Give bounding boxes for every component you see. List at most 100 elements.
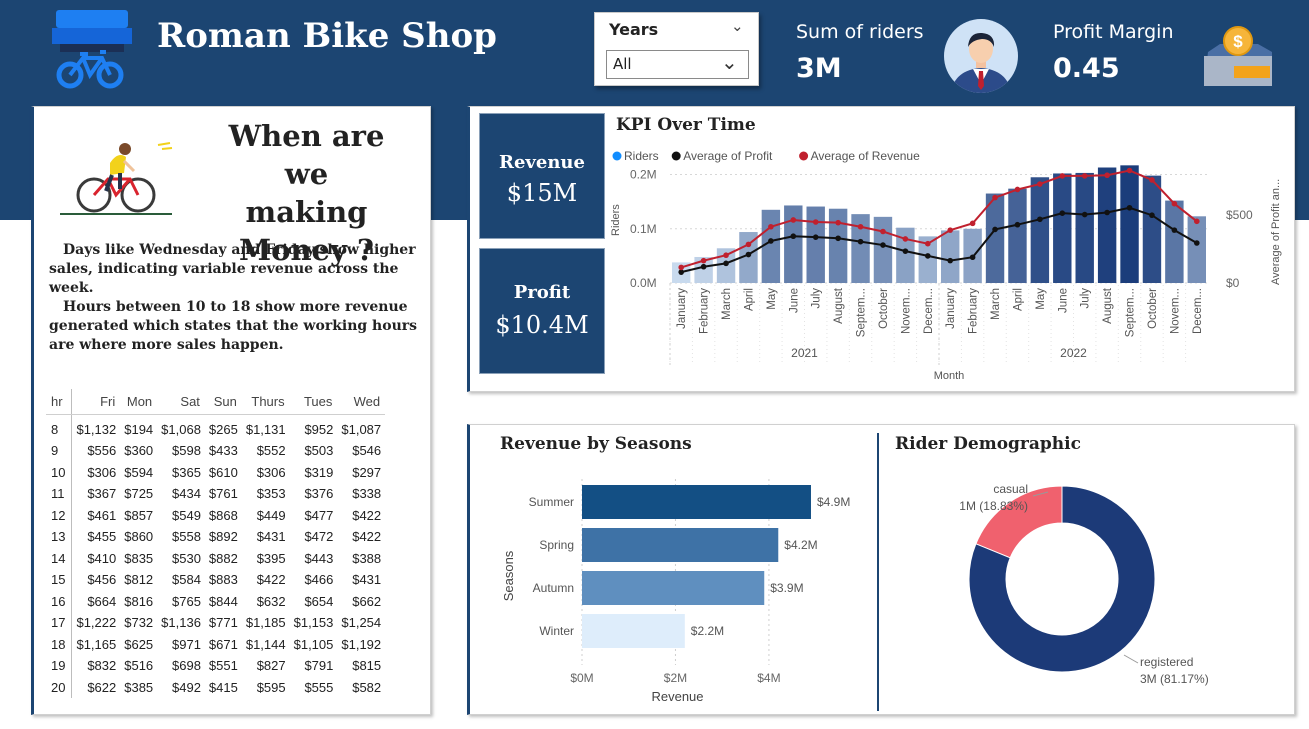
matrix-value-cell: $584 [172, 572, 201, 588]
series-point [947, 227, 954, 233]
chevron-up-icon[interactable]: ⌄ [731, 17, 744, 35]
matrix-value-cell: $868 [208, 507, 238, 523]
matrix-value-cell: $816 [124, 593, 154, 609]
sum-riders-label: Sum of riders [796, 21, 924, 43]
matrix-hour-cell: 15 [46, 569, 73, 591]
insight-days: Days like Wednesday and Friday show high… [49, 242, 416, 296]
matrix-value-cell: $461 [87, 507, 117, 523]
series-point [700, 263, 707, 270]
series-point [1126, 204, 1133, 211]
season-bar [582, 485, 811, 519]
series-point [678, 264, 685, 271]
matrix-value-cell: $1,132 [76, 421, 117, 437]
matrix-value-cell: $765 [172, 593, 201, 609]
matrix-value-cell: $582 [352, 679, 382, 695]
series-point [700, 257, 707, 264]
year-label: 2022 [1060, 346, 1087, 360]
y-tick-label: 0.1M [630, 222, 657, 236]
x-tick-label: March [990, 288, 1002, 320]
matrix-value-cell: $971 [172, 636, 201, 652]
matrix-value-cell: $952 [304, 421, 334, 437]
matrix-hour-cell: 14 [46, 547, 73, 569]
season-label: Spring [539, 538, 574, 552]
season-bar [582, 614, 685, 648]
y-axis-label: Seasons [501, 550, 516, 601]
riders-bar [1008, 188, 1027, 283]
chevron-down-icon[interactable]: ⌄ [721, 50, 738, 74]
series-point [1081, 211, 1088, 218]
legend-marker [671, 151, 681, 161]
series-point [1104, 172, 1110, 179]
series-point [835, 219, 841, 226]
legend-marker [612, 151, 622, 161]
season-value-label: $3.9M [770, 581, 803, 595]
slice-label: registered [1140, 655, 1193, 669]
riders-bar [851, 214, 870, 283]
year-label: 2021 [791, 346, 818, 360]
riders-bar [918, 236, 937, 283]
matrix-value-cell: $610 [208, 464, 238, 480]
matrix-value-cell: $1,087 [341, 421, 382, 437]
series-point [1014, 186, 1021, 193]
revenue-value: $15M [506, 179, 578, 207]
series-point [1193, 240, 1200, 246]
season-bar [582, 571, 765, 605]
matrix-value-cell: $449 [256, 507, 286, 523]
series-point [723, 252, 729, 259]
slice-value-label: 1M (18.83%) [959, 499, 1028, 513]
x-tick-label: January [676, 288, 688, 329]
y-tick-label: 0.0M [630, 276, 657, 290]
series-point [1149, 212, 1155, 219]
matrix-value-cell: $791 [304, 658, 334, 674]
matrix-value-cell: $194 [124, 421, 154, 437]
matrix-hour-cell: 11 [46, 483, 73, 505]
years-dropdown[interactable]: All ⌄ [606, 50, 749, 79]
matrix-value-cell: $466 [304, 572, 334, 588]
series-point [768, 223, 774, 230]
series-line [680, 206, 1198, 274]
series-point [880, 228, 886, 235]
x-tick-label: April [1012, 288, 1024, 311]
profit-margin-value: 0.45 [1053, 53, 1120, 84]
years-slicer[interactable]: Years ⌄ All ⌄ [594, 12, 759, 86]
series-point [1104, 209, 1110, 216]
revenue-card: Revenue $15M [479, 113, 605, 239]
matrix-row: 11 $367 $725 $434 $761 $353 $376 $338 [46, 483, 385, 505]
matrix-col-header: Fri [71, 389, 121, 415]
matrix-value-cell: $1,131 [245, 421, 286, 437]
x-tick-label: $4M [757, 671, 780, 685]
x-axis-label: Month [934, 370, 965, 382]
matrix-hour-cell: 9 [46, 440, 73, 462]
x-tick-label: January [945, 288, 957, 329]
legend-label: Average of Revenue [811, 149, 921, 163]
x-tick-label: July [1080, 288, 1092, 309]
insight-hours: Hours between 10 to 18 show more revenue… [49, 299, 418, 353]
matrix-row: 8 $1,132 $194 $1,068 $265 $1,131 $952 $1,087 [46, 414, 385, 440]
series-point [924, 253, 931, 259]
matrix-value-cell: $388 [352, 550, 382, 566]
x-tick-label: May [1035, 288, 1047, 310]
riders-bar [1120, 165, 1139, 283]
series-point [992, 194, 998, 201]
riders-bar [985, 193, 1005, 283]
season-value-label: $2.2M [691, 624, 724, 638]
matrix-value-cell: $815 [352, 658, 382, 674]
series-point [992, 226, 998, 233]
matrix-value-cell: $662 [352, 593, 382, 609]
x-tick-label: Novem... [1169, 288, 1181, 334]
matrix-col-header: hr [46, 389, 73, 415]
profit-card: Profit $10.4M [479, 248, 605, 374]
question-title-line-3: Money ? [239, 233, 374, 267]
matrix-value-cell: $882 [208, 550, 238, 566]
legend-marker [799, 151, 809, 161]
matrix-row: 18 $1,165 $625 $971 $671 $1,144 $1,105 $1,192 [46, 633, 385, 655]
x-tick-label: August [1102, 287, 1114, 324]
matrix-value-cell: $546 [352, 443, 382, 459]
x-tick-label: June [788, 288, 800, 313]
matrix-value-cell: $434 [172, 486, 201, 502]
riders-bar [806, 206, 825, 283]
matrix-hour-cell: 10 [46, 461, 73, 483]
riders-bar [761, 209, 781, 283]
matrix-hour-cell: 16 [46, 590, 73, 612]
x-tick-label: February [699, 288, 711, 334]
